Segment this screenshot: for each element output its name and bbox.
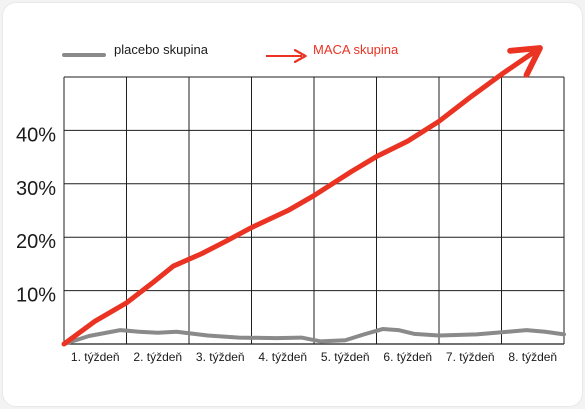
legend-placebo-label: placebo skupina — [114, 42, 209, 57]
x-tick-label: 2. týždeň — [133, 350, 182, 364]
placebo-series-line — [62, 327, 566, 346]
y-axis-ticks: 10% 20% 30% 40% — [16, 124, 56, 306]
y-tick-label: 20% — [16, 231, 56, 253]
maca-series-line — [61, 45, 543, 347]
y-tick-label: 40% — [16, 124, 56, 146]
legend: placebo skupina MACA skupina — [62, 42, 399, 63]
y-tick-label: 10% — [16, 285, 56, 307]
series-lines — [61, 45, 566, 347]
x-axis-ticks: 1. týždeň 2. týždeň 3. týždeň 4. týždeň 5. t… — [71, 350, 557, 364]
x-tick-label: 1. týždeň — [71, 350, 120, 364]
x-tick-label: 6. týždeň — [383, 350, 432, 364]
x-tick-label: 4. týždeň — [258, 350, 307, 364]
x-tick-label: 7. týždeň — [446, 350, 495, 364]
grid-lines — [63, 76, 565, 345]
x-tick-label: 5. týždeň — [321, 350, 370, 364]
y-tick-label: 30% — [16, 178, 56, 200]
legend-maca-label: MACA skupina — [313, 42, 399, 57]
x-tick-label: 8. týždeň — [508, 350, 557, 364]
x-tick-label: 3. týždeň — [196, 350, 245, 364]
